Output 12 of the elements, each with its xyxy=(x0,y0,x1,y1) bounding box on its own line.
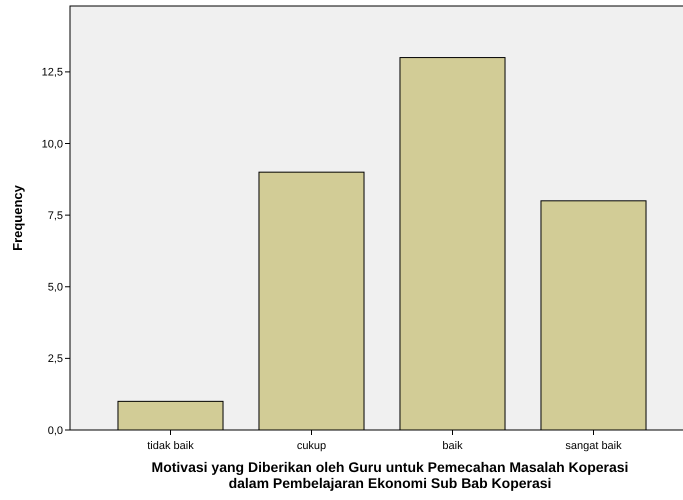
y-tick-label: 2,5 xyxy=(48,353,63,366)
y-tick-label: 0,0 xyxy=(48,424,63,437)
y-tick-label: 10,0 xyxy=(42,138,63,150)
y-tick-label: 7,5 xyxy=(48,210,63,222)
x-tick-label: cukup xyxy=(296,440,326,452)
x-tick-label: tidak baik xyxy=(147,440,194,452)
y-tick-label: 5,0 xyxy=(48,282,63,294)
x-axis-title: Motivasi yang Diberikan oleh Guru untuk Pemecahan Masalah Koperasi dalam Pembelajaran Ekonomi Sub Bab Koperasi xyxy=(152,459,628,491)
x-tick-label: baik xyxy=(442,440,464,452)
y-axis-title: Frequency xyxy=(10,184,25,251)
x-tick-label: sangat baik xyxy=(565,440,622,452)
y-tick-label: 12,5 xyxy=(42,66,63,79)
